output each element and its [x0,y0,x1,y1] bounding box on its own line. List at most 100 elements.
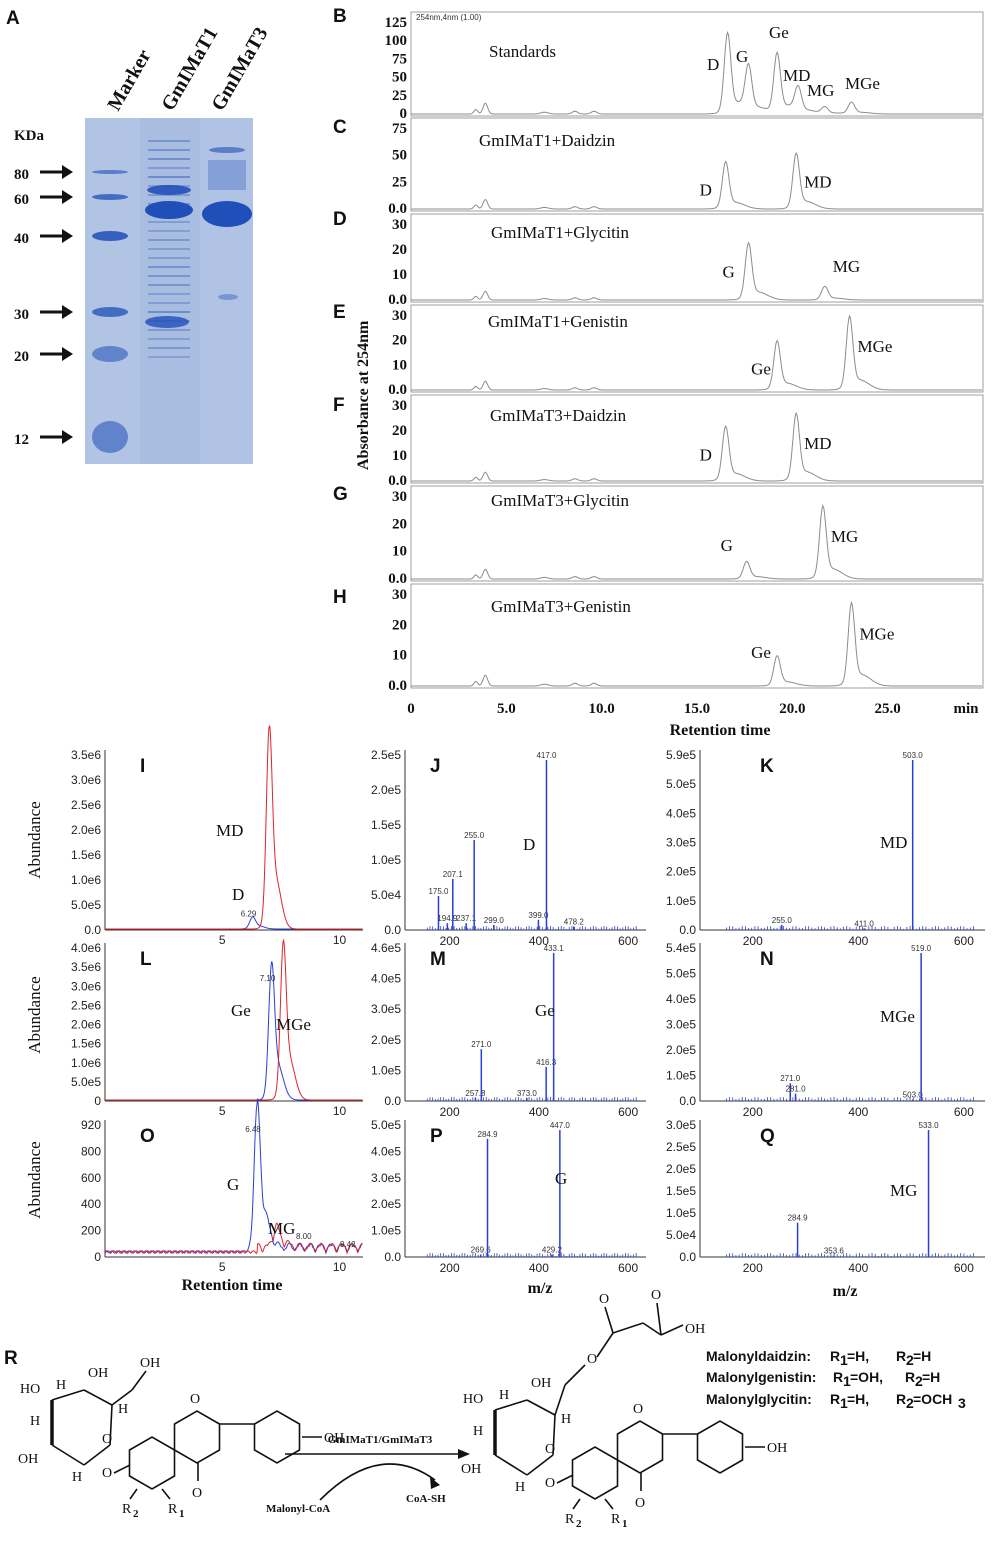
y-axis-title: Absorbance at 254nm [355,320,372,470]
y-tick-label: 0.0 [679,1094,696,1108]
y-tick-label: 2.0e6 [71,1018,101,1032]
atom-o: O [192,1486,202,1501]
plot-frame [411,12,983,116]
y-tick-label: 75 [392,51,407,67]
bond [84,1390,112,1405]
legend-r2: R [905,1369,915,1385]
peak-label-d: D [232,885,244,904]
x-tick-label-600: 600 [618,934,638,948]
x-tick-label-600: 600 [618,1105,638,1119]
atom-r1-sub: 1 [622,1518,628,1530]
bond [565,1365,585,1385]
ms-peak-label: 207.1 [443,870,464,879]
y-tick-label: 2.5e5 [666,1140,696,1154]
y-tick-label: 125 [385,15,408,31]
gmimat3-band-main [202,201,252,227]
peak-label-d: D [707,55,719,74]
legend-r1: R [830,1348,840,1364]
y-tick-label: 1.0e5 [371,1224,401,1238]
y-tick-label: 3.0e5 [666,836,696,850]
x-tick-label-5: 5 [219,1260,226,1274]
bond [495,1455,527,1475]
y-tick-label: 10 [392,648,407,664]
y-tick-label: 100 [385,33,408,49]
y-tick-label: 0.0 [388,473,407,489]
lcms-panels: AbundanceAbundanceAbundanceI3.5e63.0e62.… [25,726,985,1300]
y-tick-label: 3.0e5 [666,1018,696,1032]
y-tick-label: 1.0e5 [666,894,696,908]
y-tick-label: 3.0e5 [666,1118,696,1132]
trace-red [105,1223,363,1253]
ms-peak-label: 255.0 [772,916,793,925]
atom-ho: HO [463,1392,483,1407]
y-tick-label: 25 [392,174,407,190]
x-axis-title-mz-2: m/z [833,1283,858,1300]
chromatogram-title: GmIMaT3+Glycitin [491,491,630,510]
y-tick-label: 30 [392,217,407,233]
peak-label-ge: Ge [231,1001,251,1020]
legend-r1-value: =OH, [850,1369,883,1385]
gmimat1-band-main [145,201,193,219]
y-tick-label: 25 [392,88,407,104]
bond [661,1325,683,1335]
x-tick-label-20.0: 20.0 [779,701,805,717]
lane-label-marker: Marker [103,46,155,115]
x-tick-label-15.0: 15.0 [684,701,710,717]
gmimat1-minor-band [148,176,190,178]
cofactor-arrowhead [430,1477,440,1489]
y-tick-label: 1.5e6 [71,848,101,862]
x-axis-unit: min [953,701,979,717]
atom-h: H [56,1378,66,1393]
bond [555,1385,565,1415]
ring-c [175,1411,220,1463]
x-tick-label-10: 10 [333,933,347,947]
panel-letter-k: K [760,756,774,777]
y-tick-label: 600 [81,1171,101,1185]
y-tick-label: 0.0 [679,923,696,937]
y-tick-label: 4.0e5 [666,806,696,820]
chromatogram-trace [411,243,982,300]
chromatogram-b: BStandards1251007550250D GGeMDMG MGe254nm,… [333,6,983,122]
y-tick-label: 10 [392,357,407,373]
peak-label-ge: Ge [769,23,789,42]
atom-h: H [30,1414,40,1429]
y-tick-label: 2.5e6 [71,798,101,812]
x-axis-title-mz-1: m/z [528,1280,553,1297]
atom-h: H [499,1388,509,1403]
y-tick-label: 400 [81,1197,101,1211]
ms-peak-label: 175.0 [428,887,449,896]
legend-compound-name: Malonylgenistin: [706,1369,816,1385]
ms-peak-label: 257.8 [465,1089,486,1098]
marker-band [92,231,128,241]
gmimat3-smear [208,160,246,190]
peak-label-mge: MGe [845,74,880,93]
ms-peak-label: 447.0 [550,1121,571,1130]
bond [597,1333,613,1357]
marker-label-30: 30 [14,307,29,323]
y-tick-label: 800 [81,1144,101,1158]
y-tick-label: 0.0 [84,923,101,937]
y-tick-label: 1.0e5 [371,853,401,867]
y-tick-label: 0.0 [679,1250,696,1264]
atom-ho: HO [20,1382,40,1397]
panel-letter-l: L [140,949,152,970]
ms-peak-label: 353.6 [824,1247,845,1256]
y-tick-label: 1.5e6 [71,1037,101,1051]
y-tick-label: 10 [392,267,407,283]
y-tick-label: 20 [392,423,407,439]
y-tick-label: 200 [81,1224,101,1238]
peak-label-g: G [227,1175,239,1194]
legend-compound-name: Malonylglycitin: [706,1391,812,1407]
compound-label-g: G [555,1169,567,1188]
chromatogram-g: G GmIMaT3+Glycitin3020100.0G MG [333,484,983,587]
marker-label-12: 12 [14,432,29,448]
panel-letter-f: F [333,395,345,416]
atom-oh: OH [18,1452,38,1467]
y-tick-label: 3.5e6 [71,960,101,974]
bond [84,1445,110,1465]
y-tick-label: 20 [392,617,407,633]
trace-blue [105,961,363,1100]
peak-label-ge: Ge [751,360,771,379]
atom-oh: OH [140,1356,160,1371]
gmimat1-minor-band [148,338,190,340]
